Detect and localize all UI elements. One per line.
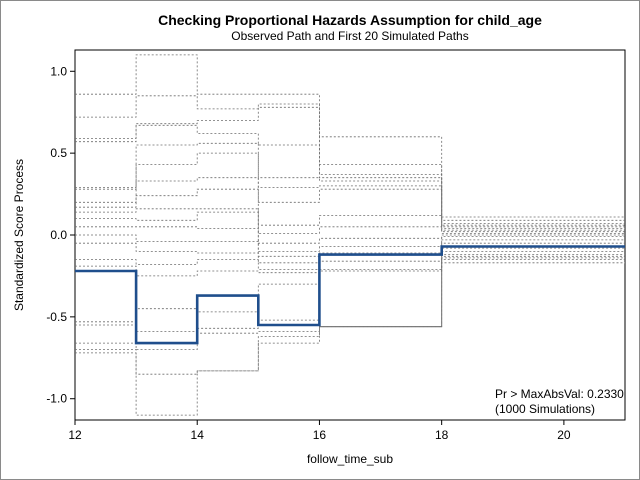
observed-path-line — [75, 245, 625, 345]
simulated-path-16 — [75, 254, 625, 328]
x-axis-label: follow_time_sub — [307, 452, 393, 466]
y-axis-label: Standardized Score Process — [12, 159, 26, 311]
simulated-path-11 — [75, 226, 625, 252]
simulated-path-1 — [75, 54, 625, 218]
y-tick-label: 0.5 — [50, 146, 67, 160]
simulated-path-7 — [75, 177, 625, 231]
simulated-path-13 — [75, 242, 625, 264]
simulated-path-2 — [75, 95, 625, 221]
x-tick-label: 18 — [435, 428, 449, 442]
observed-path — [75, 245, 625, 345]
simulations-count-text: (1000 Simulations) — [495, 402, 595, 416]
simulated-path-8 — [75, 188, 625, 233]
y-tick-label: -0.5 — [46, 310, 67, 324]
simulated-path-17 — [75, 255, 625, 332]
simulated-path-18 — [75, 257, 625, 350]
simulated-path-9 — [75, 208, 625, 234]
y-tick-label: 0.0 — [50, 228, 67, 242]
simulated-paths — [75, 54, 625, 416]
y-axis: -1.0 -0.5 0.0 0.5 1.0 — [46, 64, 75, 406]
x-tick-label: 14 — [191, 428, 205, 442]
x-tick-label: 20 — [557, 428, 571, 442]
pvalue-text: Pr > MaxAbsVal: 0.2330 — [495, 387, 624, 401]
chart-title: Checking Proportional Hazards Assumption… — [158, 12, 542, 28]
x-tick-label: 12 — [68, 428, 82, 442]
x-tick-label: 16 — [313, 428, 327, 442]
y-tick-label: 1.0 — [50, 64, 67, 78]
simulated-path-19 — [75, 259, 625, 375]
chart-subtitle: Observed Path and First 20 Simulated Pat… — [231, 29, 468, 43]
simulated-path-20 — [75, 262, 625, 416]
simulated-path-3 — [75, 106, 625, 224]
y-tick-label: -1.0 — [46, 392, 67, 406]
x-axis: 12 14 16 18 20 — [68, 420, 571, 442]
simulated-path-5 — [75, 142, 625, 228]
simulated-path-4 — [75, 124, 625, 226]
